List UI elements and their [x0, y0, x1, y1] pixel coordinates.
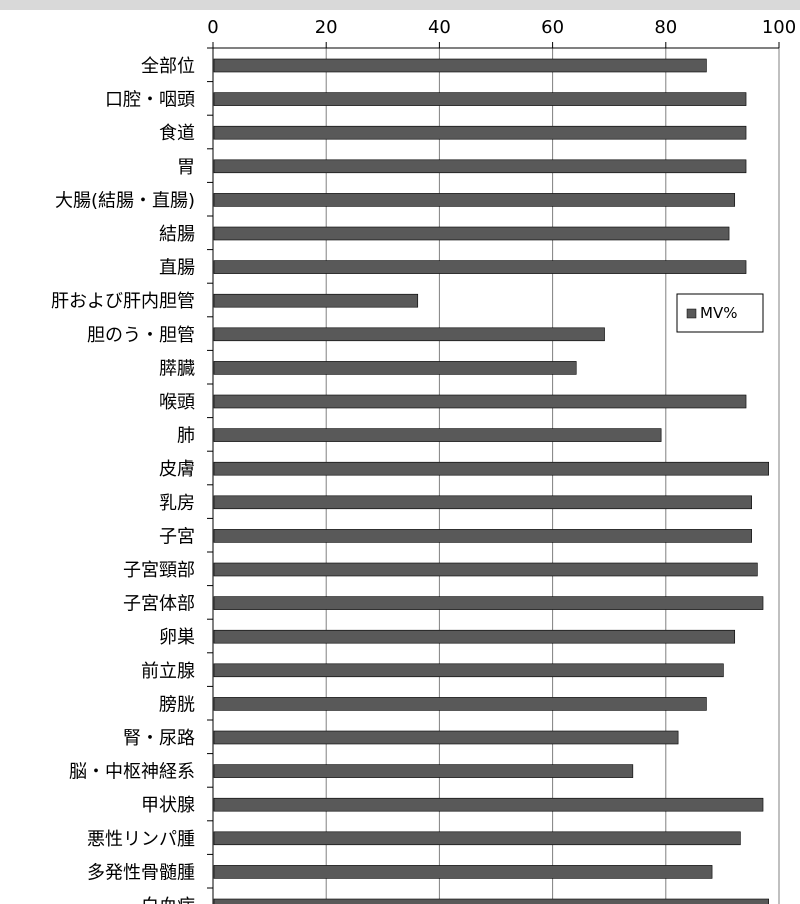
bar — [213, 428, 662, 442]
bar — [213, 193, 736, 207]
category-label: 喉頭 — [159, 392, 195, 413]
category-label: 卵巣 — [159, 627, 195, 648]
category-label: 胆のう・胆管 — [87, 325, 195, 346]
bar — [213, 125, 747, 140]
bar — [213, 293, 419, 308]
category-label: 子宮体部 — [123, 594, 195, 615]
bar — [213, 697, 707, 711]
gridlines — [325, 48, 780, 904]
category-label: 口腔・咽頭 — [105, 90, 195, 111]
bar — [213, 629, 736, 644]
category-label: 子宮 — [159, 526, 195, 547]
bar — [213, 663, 724, 678]
bar — [213, 898, 769, 904]
category-label: 肺 — [177, 426, 195, 447]
top-strip — [0, 0, 800, 10]
x-tick-label: 60 — [541, 17, 564, 38]
bar — [213, 159, 747, 174]
x-tick-label: 80 — [654, 17, 677, 38]
x-tick-label: 20 — [315, 17, 338, 38]
bar — [213, 327, 605, 342]
category-label: 乳房 — [159, 493, 195, 514]
x-tick-labels: 0 20 40 60 80 100 — [207, 17, 796, 38]
bar — [213, 529, 753, 543]
category-label: 脳・中枢神経系 — [69, 762, 195, 783]
category-label: 多発性骨髄腫 — [87, 862, 195, 883]
category-label: 子宮頸部 — [123, 560, 195, 581]
category-label: 悪性リンパ腫 — [87, 829, 195, 850]
x-tick-label: 100 — [762, 17, 796, 38]
bar — [213, 92, 747, 106]
bar — [213, 562, 758, 577]
bar — [213, 361, 577, 375]
legend-label: MV% — [700, 304, 737, 322]
category-label: 膀胱 — [159, 694, 195, 715]
category-label: 肝および肝内胆管 — [51, 291, 195, 312]
bar — [213, 461, 769, 476]
category-label: 大腸(結腸・直腸) — [55, 190, 195, 211]
legend-swatch — [686, 308, 697, 319]
category-label: 直腸 — [159, 258, 195, 279]
legend: MV% — [676, 293, 764, 333]
bar — [213, 865, 713, 879]
category-label: 食道 — [159, 123, 195, 144]
bar — [213, 764, 634, 778]
bars — [213, 58, 769, 904]
category-label: 前立腺 — [141, 661, 195, 682]
category-label: 甲状腺 — [141, 795, 195, 816]
bar — [213, 394, 747, 409]
bar — [213, 58, 707, 73]
x-tick-label: 0 — [207, 17, 218, 38]
axes — [207, 42, 780, 904]
bar — [213, 831, 741, 846]
category-label: 腎・尿路 — [123, 728, 195, 749]
x-tick-label: 40 — [428, 17, 451, 38]
category-label: 皮膚 — [159, 459, 195, 480]
bar — [213, 797, 764, 812]
bar — [213, 260, 747, 274]
category-label: 全部位 — [141, 56, 195, 77]
category-label: 膵臓 — [159, 358, 195, 379]
category-label: 白血病 — [141, 896, 195, 904]
bar — [213, 730, 679, 745]
bar — [213, 226, 730, 241]
bar — [213, 596, 764, 610]
bar — [213, 495, 753, 510]
category-label: 結腸 — [159, 224, 195, 245]
category-label: 胃 — [177, 157, 195, 178]
